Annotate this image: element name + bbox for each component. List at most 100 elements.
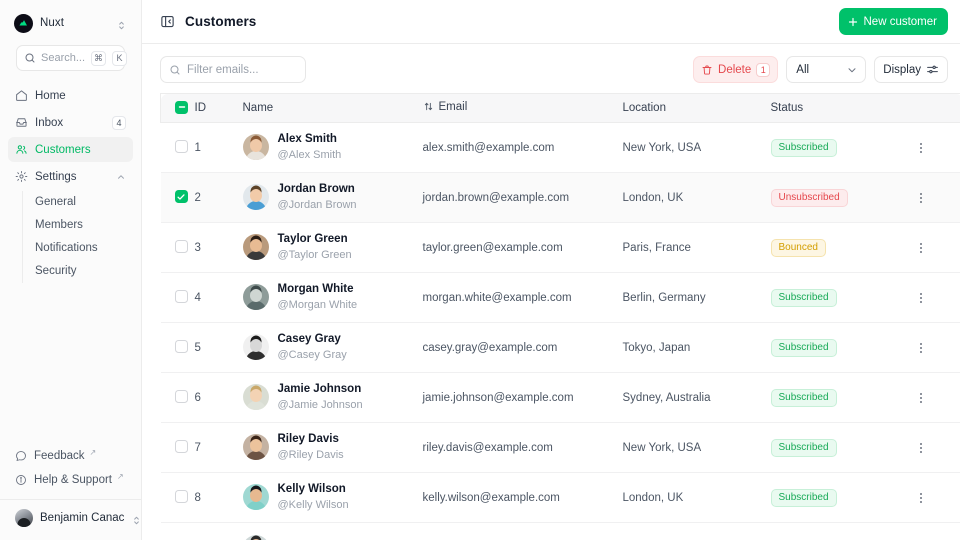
row-checkbox[interactable] [174, 339, 188, 353]
row-name: Jamie Johnson [277, 383, 362, 396]
delete-label: Delete [718, 63, 752, 76]
ellipsis-vertical-icon[interactable] [911, 338, 931, 358]
row-status-cell: Subscribed [770, 372, 911, 423]
row-id: 5 [194, 322, 243, 373]
row-status-cell: Unsubscribed [770, 172, 911, 223]
sidebar-nav: Home Inbox 4 Customers [0, 83, 141, 283]
delete-button[interactable]: Delete 1 [693, 56, 779, 83]
row-actions-cell [910, 172, 960, 223]
user-name: Benjamin Canac [40, 512, 125, 524]
display-button[interactable]: Display [874, 56, 948, 83]
sidebar-item-home-label: Home [35, 89, 66, 102]
column-header-status[interactable]: Status [770, 93, 911, 123]
panel-collapse-icon[interactable] [160, 14, 175, 29]
table-row[interactable]: 6 Jamie Johnson @Jamie Johnson jamie.johnso… [160, 372, 960, 423]
table-row[interactable]: 5 Casey Gray @Casey Gray casey.gray@example… [160, 322, 960, 373]
table-row[interactable]: 4 Morgan White @Morgan White morgan.white@e… [160, 272, 960, 323]
sidebar-item-customers[interactable]: Customers [8, 137, 133, 162]
ellipsis-vertical-icon[interactable] [911, 488, 931, 508]
ellipsis-vertical-icon[interactable] [911, 138, 931, 158]
row-checkbox[interactable] [174, 190, 188, 204]
filter-emails-placeholder: Filter emails... [187, 63, 259, 76]
column-header-email-label: Email [438, 100, 468, 113]
search-icon [169, 64, 181, 76]
inbox-icon [15, 116, 28, 129]
sidebar-item-home[interactable]: Home [8, 83, 133, 108]
row-status-cell: Subscribed [770, 322, 911, 373]
column-header-email[interactable]: Email [422, 93, 623, 123]
sidebar-subitem-members[interactable]: Members [35, 219, 83, 231]
user-account-switcher[interactable]: Benjamin Canac [8, 502, 140, 534]
row-handle: @Kelly Wilson [277, 498, 349, 511]
sidebar-subitem-general[interactable]: General [35, 196, 76, 208]
row-location [622, 522, 771, 540]
row-status-cell [770, 522, 911, 540]
avatar [242, 234, 269, 261]
help-support-link[interactable]: Help & Support ↗ [8, 468, 133, 492]
avatar [242, 384, 269, 411]
table-toolbar: Filter emails... Delete 1 All [142, 44, 960, 93]
table-row[interactable]: 2 Jordan Brown @Jordan Brown jordan.brown@e… [160, 172, 960, 223]
row-status-cell: Bounced [770, 222, 911, 273]
table-row[interactable]: 3 Taylor Green @Taylor Green taylor.green@e… [160, 222, 960, 273]
sidebar-subitem-security[interactable]: Security [35, 265, 77, 277]
row-checkbox[interactable] [174, 439, 188, 453]
row-select-cell [160, 472, 195, 523]
row-location: Berlin, Germany [622, 272, 771, 323]
row-email: morgan.white@example.com [422, 272, 623, 323]
table-row[interactable]: 9 [160, 522, 960, 540]
row-select-cell [160, 172, 195, 223]
row-id: 4 [194, 272, 243, 323]
row-name: Casey Gray [277, 333, 341, 346]
users-icon [15, 143, 28, 156]
sidebar-item-settings[interactable]: Settings [8, 164, 133, 189]
row-handle: @Jordan Brown [277, 198, 357, 211]
row-status-cell: Subscribed [770, 272, 911, 323]
chevron-up-down-icon [131, 513, 142, 524]
column-header-name[interactable]: Name [242, 93, 423, 123]
row-id: 8 [194, 472, 243, 523]
row-checkbox[interactable] [174, 489, 188, 503]
delete-count-badge: 1 [756, 62, 771, 77]
filter-emails-input[interactable]: Filter emails... [160, 56, 306, 83]
row-id: 2 [194, 172, 243, 223]
row-checkbox[interactable] [174, 139, 188, 153]
ellipsis-vertical-icon[interactable] [911, 388, 931, 408]
ellipsis-vertical-icon[interactable] [911, 438, 931, 458]
row-location: London, UK [622, 172, 771, 223]
search-input[interactable]: Search... ⌘ K [16, 45, 128, 71]
column-header-location[interactable]: Location [622, 93, 771, 123]
select-all-checkbox[interactable] [175, 100, 188, 114]
sidebar: Nuxt Search... ⌘ K [0, 0, 142, 540]
sidebar-subitem-notifications[interactable]: Notifications [35, 242, 98, 254]
row-checkbox[interactable] [174, 239, 188, 253]
row-status-cell: Subscribed [770, 122, 911, 173]
row-name: Alex Smith [277, 133, 337, 146]
avatar [242, 284, 269, 311]
row-select-cell [160, 522, 195, 540]
row-email: casey.gray@example.com [422, 322, 623, 373]
sidebar-footer: Feedback ↗ Help & Support ↗ [0, 444, 141, 492]
table-row[interactable]: 7 Riley Davis @Riley Davis riley.davis@exam… [160, 422, 960, 473]
ellipsis-vertical-icon[interactable] [911, 288, 931, 308]
row-email: kelly.wilson@example.com [422, 472, 623, 523]
new-customer-button[interactable]: New customer [838, 8, 948, 35]
sidebar-item-inbox[interactable]: Inbox 4 [8, 110, 133, 135]
row-person: Morgan White @Morgan White [242, 272, 423, 323]
table-row[interactable]: 8 Kelly Wilson @Kelly Wilson kelly.wilson@e… [160, 472, 960, 523]
table-row[interactable]: 1 Alex Smith @Alex Smith alex.smith@example… [160, 122, 960, 173]
column-header-id[interactable]: ID [194, 93, 243, 123]
row-name: Jordan Brown [277, 183, 355, 196]
chevron-up-icon [116, 172, 126, 182]
row-checkbox[interactable] [174, 389, 188, 403]
ellipsis-vertical-icon[interactable] [911, 188, 931, 208]
row-checkbox[interactable] [174, 289, 188, 303]
status-badge: Subscribed [770, 288, 837, 307]
ellipsis-vertical-icon[interactable] [911, 238, 931, 258]
sidebar-top: Nuxt Search... ⌘ K [0, 0, 141, 71]
team-switcher[interactable]: Nuxt [8, 8, 133, 38]
row-person [242, 522, 423, 540]
status-filter-select[interactable]: All [786, 56, 867, 83]
row-location: Paris, France [622, 222, 771, 273]
feedback-link[interactable]: Feedback ↗ [8, 444, 133, 468]
